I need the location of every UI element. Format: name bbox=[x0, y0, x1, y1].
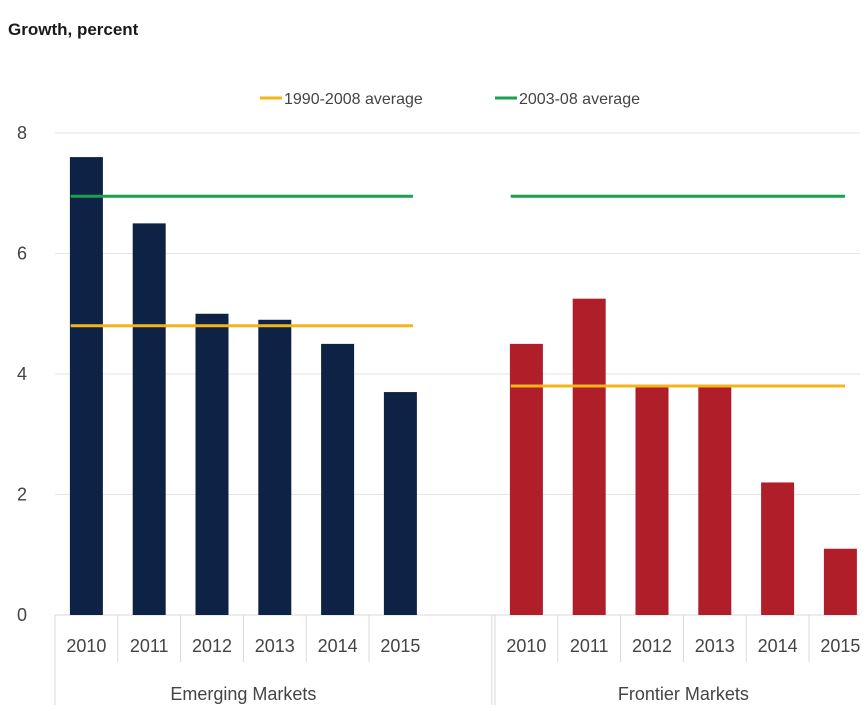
x-tick-label: 2015 bbox=[820, 636, 860, 656]
chart-title: Growth, percent bbox=[8, 20, 139, 39]
x-tick-label: 2011 bbox=[570, 636, 609, 656]
bar bbox=[195, 313, 229, 615]
x-tick-label: 2013 bbox=[255, 636, 295, 656]
x-tick-label: 2013 bbox=[695, 636, 735, 656]
legend: 1990-2008 average 2003-08 average bbox=[260, 91, 640, 108]
bar bbox=[69, 157, 103, 615]
y-tick-label: 8 bbox=[17, 123, 27, 143]
bar bbox=[509, 343, 543, 615]
x-tick-label: 2011 bbox=[130, 636, 169, 656]
x-axis: 2010 2011 2012 2013 2014 2015 Emerging Markets… bbox=[54, 615, 860, 705]
x-tick-label: 2012 bbox=[632, 636, 672, 656]
x-tick-label: 2014 bbox=[318, 636, 358, 656]
x-tick-label: 2010 bbox=[66, 636, 106, 656]
y-tick-label: 2 bbox=[17, 485, 27, 505]
gridlines bbox=[55, 132, 860, 616]
bar bbox=[258, 319, 292, 615]
bar bbox=[823, 548, 857, 615]
bar bbox=[572, 298, 606, 615]
bar bbox=[383, 392, 417, 615]
bar bbox=[635, 386, 669, 615]
bars bbox=[69, 157, 857, 615]
x-tick-label: 2012 bbox=[192, 636, 232, 656]
bar bbox=[698, 386, 732, 615]
legend-label: 2003-08 average bbox=[519, 91, 640, 108]
bar bbox=[761, 482, 795, 615]
legend-label: 1990-2008 average bbox=[284, 91, 423, 108]
x-tick-label: 2015 bbox=[380, 636, 420, 656]
x-tick-label: 2014 bbox=[758, 636, 798, 656]
average-lines bbox=[70, 194, 845, 388]
y-axis: 0 2 4 6 8 bbox=[17, 123, 27, 625]
x-tick-label: 2010 bbox=[506, 636, 546, 656]
y-tick-label: 6 bbox=[17, 244, 27, 264]
y-tick-label: 4 bbox=[17, 364, 27, 384]
bar bbox=[321, 343, 355, 615]
bar bbox=[132, 223, 166, 615]
y-tick-label: 0 bbox=[17, 605, 27, 625]
group-label: Frontier Markets bbox=[618, 684, 749, 704]
group-label: Emerging Markets bbox=[170, 684, 316, 704]
